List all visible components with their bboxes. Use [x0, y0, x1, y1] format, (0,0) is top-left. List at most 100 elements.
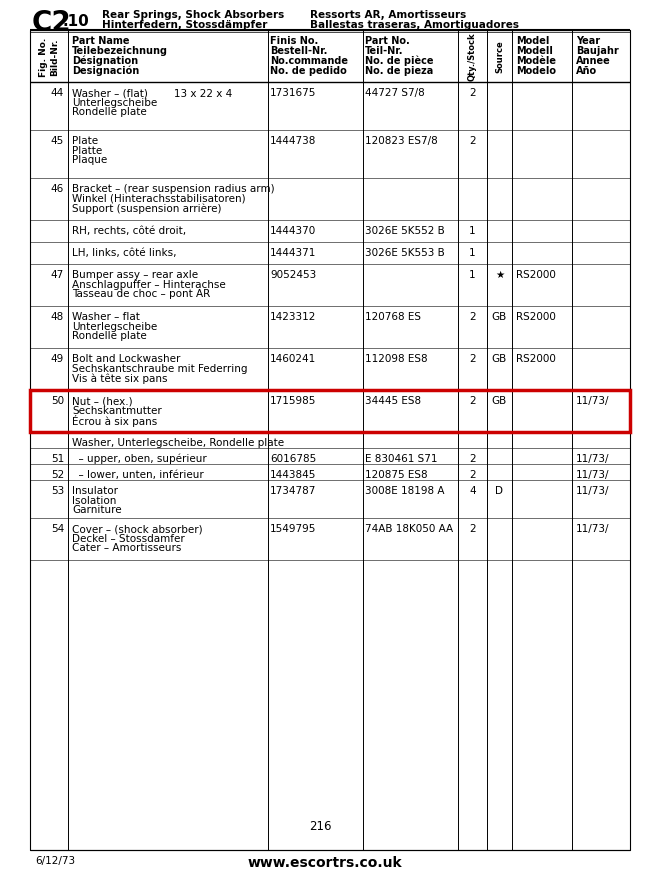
Text: RS2000: RS2000	[516, 312, 556, 322]
Text: Cater – Amortisseurs: Cater – Amortisseurs	[72, 543, 181, 553]
Text: GB: GB	[492, 312, 507, 322]
Text: Sechskantmutter: Sechskantmutter	[72, 405, 162, 415]
Text: Fig. No.
Bild-Nr.: Fig. No. Bild-Nr.	[39, 37, 58, 77]
Text: 2: 2	[469, 524, 476, 534]
Text: No.commande: No.commande	[270, 56, 348, 66]
Text: Bumper assy – rear axle: Bumper assy – rear axle	[72, 270, 198, 280]
Text: RH, rechts, côté droit,: RH, rechts, côté droit,	[72, 226, 186, 236]
Text: 2: 2	[469, 312, 476, 322]
Text: Rear Springs, Shock Absorbers: Rear Springs, Shock Absorbers	[102, 10, 284, 20]
Text: 11/73/: 11/73/	[576, 486, 610, 496]
Text: Bracket – (rear suspension radius arm): Bracket – (rear suspension radius arm)	[72, 184, 274, 194]
Text: Anschlagpuffer – Hinterachse: Anschlagpuffer – Hinterachse	[72, 280, 226, 289]
Text: Unterlegscheibe: Unterlegscheibe	[72, 97, 157, 107]
Text: Plate: Plate	[72, 136, 98, 146]
Text: 1: 1	[469, 270, 476, 280]
Text: Modelo: Modelo	[516, 66, 556, 76]
Text: Isolation: Isolation	[72, 496, 116, 505]
Text: 1444371: 1444371	[270, 248, 317, 258]
Text: 6016785: 6016785	[270, 454, 317, 464]
Text: Rondelle plate: Rondelle plate	[72, 331, 147, 341]
Text: 1444738: 1444738	[270, 136, 317, 146]
Text: Modèle: Modèle	[516, 56, 556, 66]
Text: 216: 216	[309, 820, 332, 833]
Text: 11/73/: 11/73/	[576, 396, 610, 406]
Text: RS2000: RS2000	[516, 270, 556, 280]
Text: 9052453: 9052453	[270, 270, 317, 280]
Text: 48: 48	[51, 312, 64, 322]
Text: Annee: Annee	[576, 56, 611, 66]
Text: 2: 2	[469, 470, 476, 480]
Text: 120823 ES7/8: 120823 ES7/8	[365, 136, 437, 146]
Text: 44: 44	[51, 88, 64, 98]
Text: Washer – flat: Washer – flat	[72, 312, 140, 322]
Text: Teilebezeichnung: Teilebezeichnung	[72, 46, 168, 56]
Text: 53: 53	[51, 486, 64, 496]
Text: Insulator: Insulator	[72, 486, 118, 496]
Text: Washer – (flat)        13 x 22 x 4: Washer – (flat) 13 x 22 x 4	[72, 88, 232, 98]
Text: LH, links, côté links,: LH, links, côté links,	[72, 248, 177, 258]
Text: Model: Model	[516, 36, 549, 46]
Text: 6/12/73: 6/12/73	[35, 856, 75, 866]
Text: 45: 45	[51, 136, 64, 146]
Text: Ballestas traseras, Amortiguadores: Ballestas traseras, Amortiguadores	[310, 20, 519, 30]
Text: Vis à tête six pans: Vis à tête six pans	[72, 373, 168, 383]
Text: 2: 2	[469, 88, 476, 98]
Text: Teil-Nr.: Teil-Nr.	[365, 46, 404, 56]
Text: 52: 52	[51, 470, 64, 480]
Text: No. de pièce: No. de pièce	[365, 56, 434, 66]
Text: 2: 2	[469, 454, 476, 464]
Text: Unterlegscheibe: Unterlegscheibe	[72, 321, 157, 332]
Text: – upper, oben, supérieur: – upper, oben, supérieur	[72, 454, 207, 465]
Text: 11/73/: 11/73/	[576, 470, 610, 480]
Text: 11/73/: 11/73/	[576, 454, 610, 464]
Text: Plaque: Plaque	[72, 155, 107, 165]
Text: Part Name: Part Name	[72, 36, 129, 46]
Text: Ressorts AR, Amortisseurs: Ressorts AR, Amortisseurs	[310, 10, 466, 20]
Text: 1549795: 1549795	[270, 524, 317, 534]
Text: E 830461 S71: E 830461 S71	[365, 454, 437, 464]
Text: No. de pieza: No. de pieza	[365, 66, 434, 76]
Text: 1444370: 1444370	[270, 226, 317, 236]
Text: Nut – (hex.): Nut – (hex.)	[72, 396, 133, 406]
Text: Sechskantschraube mit Federring: Sechskantschraube mit Federring	[72, 364, 248, 373]
Text: Rondelle plate: Rondelle plate	[72, 107, 147, 117]
Text: Designación: Designación	[72, 66, 139, 76]
Bar	[30, 390, 630, 432]
Text: 1715985: 1715985	[270, 396, 317, 406]
Text: Año: Año	[576, 66, 597, 76]
Text: www.escortrs.co.uk: www.escortrs.co.uk	[248, 856, 402, 870]
Text: C2: C2	[32, 9, 72, 37]
Text: D: D	[495, 486, 504, 496]
Text: Winkel (Hinterachsstabilisatoren): Winkel (Hinterachsstabilisatoren)	[72, 194, 246, 204]
Text: Désignation: Désignation	[72, 56, 138, 66]
Text: 3026E 5K552 B: 3026E 5K552 B	[365, 226, 445, 236]
Text: Baujahr: Baujahr	[576, 46, 619, 56]
Text: Part No.: Part No.	[365, 36, 410, 46]
Text: Support (suspension arrière): Support (suspension arrière)	[72, 203, 222, 213]
Text: ★: ★	[495, 270, 504, 280]
Text: Year: Year	[576, 36, 600, 46]
Text: RS2000: RS2000	[516, 354, 556, 364]
Text: Tasseau de choc – pont AR: Tasseau de choc – pont AR	[72, 289, 210, 299]
Text: 1731675: 1731675	[270, 88, 317, 98]
Text: 1: 1	[469, 226, 476, 236]
Text: 3026E 5K553 B: 3026E 5K553 B	[365, 248, 445, 258]
Text: GB: GB	[492, 396, 507, 406]
Text: 34445 ES8: 34445 ES8	[365, 396, 421, 406]
Text: 50: 50	[51, 396, 64, 406]
Text: Finis No.: Finis No.	[270, 36, 318, 46]
Text: 120875 ES8: 120875 ES8	[365, 470, 428, 480]
Text: Qty./Stock: Qty./Stock	[468, 33, 477, 81]
Text: .10: .10	[63, 14, 90, 29]
Text: Écrou à six pans: Écrou à six pans	[72, 415, 157, 427]
Text: 112098 ES8: 112098 ES8	[365, 354, 428, 364]
Text: Source: Source	[495, 41, 504, 73]
Text: No. de pedido: No. de pedido	[270, 66, 346, 76]
Text: 1734787: 1734787	[270, 486, 317, 496]
Text: Platte: Platte	[72, 145, 102, 156]
Text: GB: GB	[492, 354, 507, 364]
Text: Washer, Unterlegscheibe, Rondelle plate: Washer, Unterlegscheibe, Rondelle plate	[72, 438, 284, 448]
Text: 4: 4	[469, 486, 476, 496]
Text: 1460241: 1460241	[270, 354, 317, 364]
